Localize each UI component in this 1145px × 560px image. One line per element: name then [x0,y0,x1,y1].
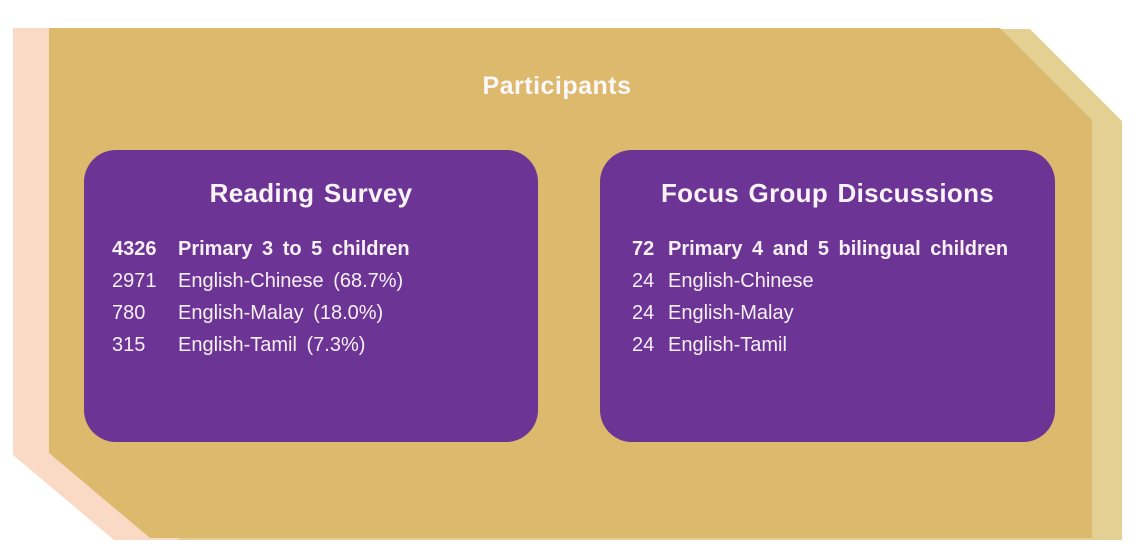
row-count: 24 [632,270,655,292]
row-count: 24 [632,302,655,324]
row-count: 4326 [112,238,157,260]
row-label: Primary 4 and 5 bilingual children [668,238,1009,260]
focus-group-box: Focus Group Discussions 72 Primary 4 and… [600,150,1055,442]
row-count: 72 [632,238,655,260]
slide-title: Participants [482,72,632,100]
row-count: 24 [632,334,655,356]
row-label: English-Malay (18.0%) [178,302,384,324]
row-count: 315 [112,334,146,356]
participant-row: 780 English-Malay (18.0%) [112,297,538,329]
row-label: English-Chinese (68.7%) [178,270,404,292]
reading-survey-title: Reading Survey [209,178,413,208]
row-label: English-Malay [668,302,794,324]
focus-group-rows: 72 Primary 4 and 5 bilingual children 24… [600,233,1055,361]
participant-row: 24 English-Chinese [632,265,1055,297]
participant-row: 315 English-Tamil (7.3%) [112,329,538,361]
participant-row: 2971 English-Chinese (68.7%) [112,265,538,297]
participant-row: 72 Primary 4 and 5 bilingual children [632,233,1055,265]
reading-survey-rows: 4326 Primary 3 to 5 children 2971 Englis… [84,233,538,361]
reading-survey-box: Reading Survey 4326 Primary 3 to 5 child… [84,150,538,442]
participant-row: 4326 Primary 3 to 5 children [112,233,538,265]
participant-row: 24 English-Malay [632,297,1055,329]
row-label: English-Tamil (7.3%) [178,334,366,356]
row-label: English-Tamil [668,334,787,356]
focus-group-title: Focus Group Discussions [660,178,995,208]
row-label: Primary 3 to 5 children [178,238,410,260]
row-count: 2971 [112,270,157,292]
row-label: English-Chinese [668,270,814,292]
row-count: 780 [112,302,146,324]
participant-row: 24 English-Tamil [632,329,1055,361]
